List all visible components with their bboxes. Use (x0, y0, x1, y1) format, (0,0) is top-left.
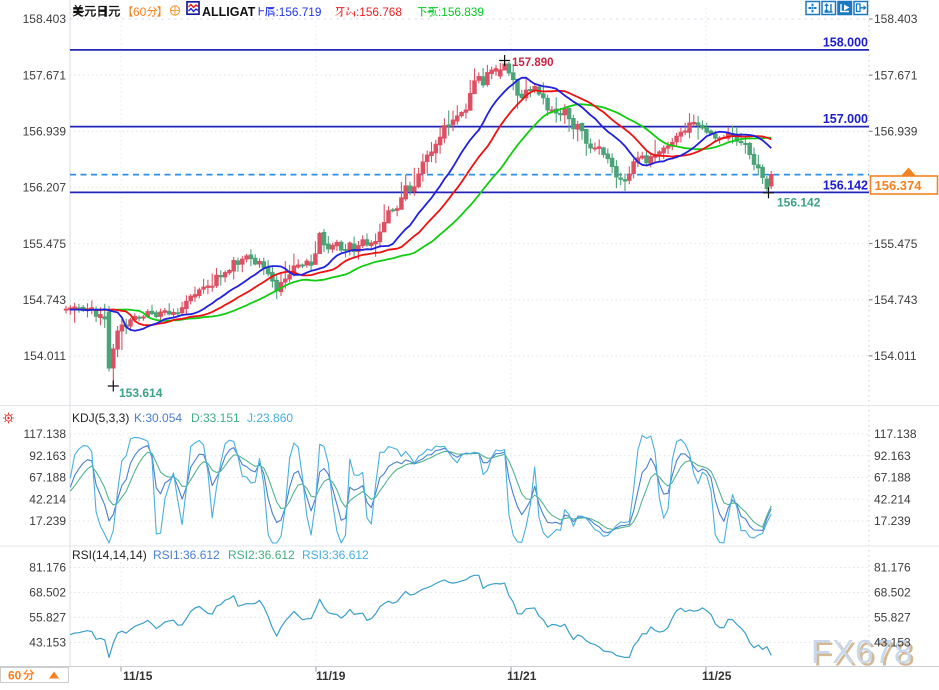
svg-text:158.403: 158.403 (874, 12, 918, 26)
svg-text:153.614: 153.614 (119, 386, 163, 400)
svg-text:43.153: 43.153 (874, 636, 911, 650)
svg-text:156.374: 156.374 (875, 178, 923, 193)
svg-text:154.743: 154.743 (23, 293, 67, 307)
svg-text:154.011: 154.011 (874, 349, 917, 363)
svg-text:KDJ(5,3,3): KDJ(5,3,3) (72, 411, 129, 425)
svg-text:155.475: 155.475 (23, 237, 67, 251)
svg-text:55.827: 55.827 (874, 611, 911, 625)
svg-text:17.239: 17.239 (29, 514, 66, 528)
svg-text:157.000: 157.000 (823, 112, 868, 126)
svg-text:60: 60 (133, 5, 147, 19)
svg-text:156.142: 156.142 (823, 179, 868, 193)
svg-text:154.011: 154.011 (24, 349, 67, 363)
svg-text::156.839: :156.839 (438, 5, 484, 19)
svg-text:D:33.151: D:33.151 (191, 411, 240, 425)
svg-text:156.939: 156.939 (874, 125, 918, 139)
svg-text:154.743: 154.743 (874, 293, 918, 307)
svg-text:RSI1:36.612: RSI1:36.612 (153, 548, 220, 562)
svg-text::156.719: :156.719 (276, 5, 322, 19)
svg-text:81.176: 81.176 (29, 561, 66, 575)
svg-text:42.214: 42.214 (29, 492, 66, 506)
svg-text:81.176: 81.176 (874, 561, 911, 575)
svg-text:117.138: 117.138 (24, 427, 67, 441)
svg-text:42.214: 42.214 (874, 492, 911, 506)
svg-text:155.475: 155.475 (874, 237, 918, 251)
svg-text:RSI3:36.612: RSI3:36.612 (302, 548, 369, 562)
svg-text:17.239: 17.239 (874, 514, 911, 528)
svg-text::156.768: :156.768 (356, 5, 402, 19)
svg-text:RSI2:36.612: RSI2:36.612 (228, 548, 295, 562)
svg-text:FX678: FX678 (811, 633, 913, 670)
svg-text:11/15: 11/15 (123, 669, 153, 683)
svg-text:68.502: 68.502 (874, 586, 911, 600)
svg-text:92.163: 92.163 (29, 449, 66, 463)
svg-text:11/25: 11/25 (702, 669, 732, 683)
svg-text:RSI(14,14,14): RSI(14,14,14) (72, 548, 147, 562)
svg-text:157.671: 157.671 (23, 68, 67, 82)
svg-text:67.188: 67.188 (29, 471, 66, 485)
svg-text:117.138: 117.138 (874, 427, 917, 441)
svg-text:43.153: 43.153 (29, 636, 66, 650)
svg-text:157.671: 157.671 (874, 68, 918, 82)
svg-text:158.000: 158.000 (823, 36, 868, 50)
svg-text:156.939: 156.939 (23, 125, 67, 139)
svg-text:158.403: 158.403 (23, 12, 67, 26)
svg-text:55.827: 55.827 (29, 611, 66, 625)
svg-text:157.890: 157.890 (512, 57, 554, 69)
svg-text:K:30.054: K:30.054 (134, 411, 182, 425)
svg-text:60: 60 (8, 669, 22, 683)
svg-text:156.207: 156.207 (23, 181, 67, 195)
svg-text:67.188: 67.188 (874, 471, 911, 485)
svg-text:ALLIGAT: ALLIGAT (202, 5, 256, 19)
svg-text:156.142: 156.142 (777, 196, 821, 210)
svg-text:11/19: 11/19 (316, 669, 346, 683)
svg-text:92.163: 92.163 (874, 449, 911, 463)
svg-text:11/21: 11/21 (507, 669, 537, 683)
svg-text:68.502: 68.502 (29, 586, 66, 600)
svg-text:J:23.860: J:23.860 (247, 411, 293, 425)
